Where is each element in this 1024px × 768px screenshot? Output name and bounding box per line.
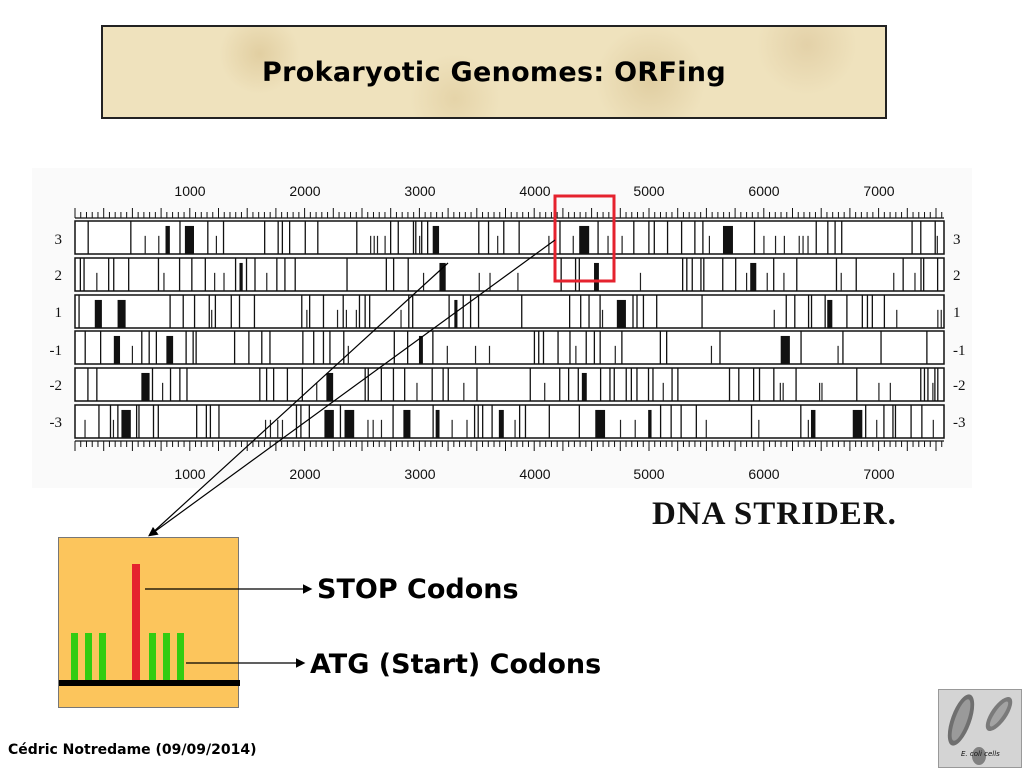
author-credit: Cédric Notredame (09/09/2014) [8,742,257,758]
title-box: Prokaryotic Genomes: ORFing [101,25,887,119]
frame-track [74,404,945,439]
start-codon-bar [177,633,184,680]
axis-tick-label: 6000 [748,466,779,482]
axis-tick-label: 3000 [404,183,435,199]
axis-labels-bottom: 1000 2000 3000 4000 5000 6000 7000 [174,466,894,482]
frame-label: 1 [55,305,63,321]
start-codon-bar [99,633,106,680]
ecoli-cells-image [939,690,1021,767]
start-codon-bar [71,633,78,680]
frame-label: -3 [953,415,966,431]
frame-label: -1 [953,343,966,359]
frame-track [74,220,945,255]
frame-label: -2 [50,378,63,394]
highlight-box [553,194,616,283]
axis-tick-label: 5000 [633,466,664,482]
frame-label: 3 [953,232,961,248]
axis-tick-label: 2000 [289,183,320,199]
ecoli-thumbnail: E. coli cells [938,689,1022,768]
axis-tick-label: 4000 [519,183,550,199]
axis-labels-top: 1000 2000 3000 4000 5000 6000 7000 [174,183,894,199]
stop-codon-bar [132,564,140,680]
ruler-bottom [74,440,944,451]
frame-track [74,367,945,402]
axis-tick-label: 7000 [863,183,894,199]
axis-tick-label: 6000 [748,183,779,199]
axis-tick-label: 4000 [519,466,550,482]
frame-label: 2 [55,268,63,284]
zoomed-frame-view [58,537,240,708]
baseline [59,680,240,686]
frame-track [74,330,945,365]
ecoli-caption: E. coli cells [961,750,1000,758]
axis-tick-label: 1000 [174,183,205,199]
page-title: Prokaryotic Genomes: ORFing [262,56,726,88]
frame-labels-right: 3 2 1 -1 -2 -3 [953,232,966,431]
frame-label: -2 [953,378,966,394]
start-codons-label: ATG (Start) Codons [310,649,602,680]
axis-tick-label: 7000 [863,466,894,482]
start-codon-bar [163,633,170,680]
frame-track [74,257,945,292]
frame-label: 2 [953,268,961,284]
frame-labels-left: 3 2 1 -1 -2 -3 [50,232,63,431]
frame-label: 3 [55,232,63,248]
dna-strider-orf-map: 1000 2000 3000 4000 5000 6000 7000 1000 2000 300… [32,168,972,488]
start-codon-bar [149,633,156,680]
ruler-top [74,208,944,219]
frame-label: -1 [50,343,63,359]
frame-label: 1 [953,305,961,321]
start-codon-bar [85,633,92,680]
frame-label: -3 [50,415,63,431]
axis-tick-label: 2000 [289,466,320,482]
frame-track [74,294,945,329]
axis-tick-label: 3000 [404,466,435,482]
frame-tracks [74,220,945,439]
axis-tick-label: 5000 [633,183,664,199]
stop-codons-label: STOP Codons [317,574,519,605]
software-label: DNA STRIDER. [652,496,897,532]
axis-tick-label: 1000 [174,466,205,482]
